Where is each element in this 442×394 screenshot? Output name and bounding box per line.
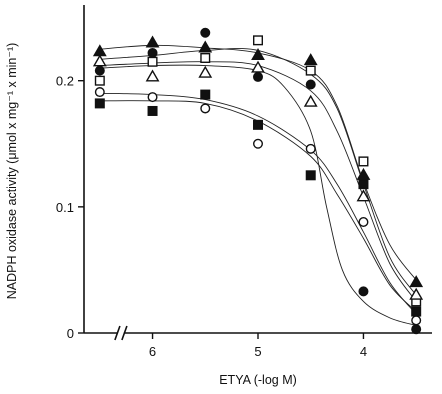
- filled-circle-point: [305, 79, 316, 90]
- x-axis-break-mark: [114, 325, 128, 341]
- x-tick-label: 4: [360, 344, 367, 359]
- open-circle-point: [411, 315, 422, 326]
- fit-curve-6: [99, 100, 417, 312]
- filled-square-point: [305, 170, 316, 181]
- open-triangle-point: [145, 69, 160, 82]
- filled-circle-point: [411, 324, 422, 335]
- filled-triangle-point: [198, 40, 213, 53]
- open-circle-point: [358, 216, 369, 227]
- open-square-point: [200, 52, 211, 63]
- open-circle-point: [147, 92, 158, 103]
- open-square-point: [94, 75, 105, 86]
- open-triangle-point: [409, 287, 424, 300]
- filled-circle-point: [147, 47, 158, 58]
- filled-triangle-point: [303, 53, 318, 66]
- y-tick-label: 0.1: [56, 200, 74, 215]
- filled-circle-point: [200, 27, 211, 38]
- filled-circle-point: [252, 71, 263, 82]
- filled-triangle-point: [92, 44, 107, 57]
- open-square-point: [147, 56, 158, 67]
- open-triangle-point: [303, 94, 318, 107]
- y-axis-title: NADPH oxidase activity (μmol x mg⁻¹ x mi…: [5, 43, 19, 300]
- open-square-point: [305, 65, 316, 76]
- filled-square-point: [147, 105, 158, 116]
- y-tick-label: 0: [67, 326, 74, 341]
- open-circle-point: [305, 143, 316, 154]
- filled-square-point: [358, 179, 369, 190]
- open-triangle-point: [92, 54, 107, 67]
- x-axis-title: ETYA (-log M): [219, 373, 297, 387]
- open-triangle-point: [356, 189, 371, 202]
- fit-curve-4: [99, 64, 417, 326]
- data-markers: [92, 27, 424, 335]
- open-triangle-point: [198, 65, 213, 78]
- filled-square-point: [200, 89, 211, 100]
- filled-circle-point: [358, 286, 369, 297]
- x-tick-label: 5: [254, 344, 261, 359]
- open-square-point: [358, 156, 369, 167]
- open-circle-point: [200, 103, 211, 114]
- filled-square-point: [411, 306, 422, 317]
- open-circle-point: [94, 87, 105, 98]
- fitted-curves: [99, 44, 417, 326]
- axes: [83, 5, 432, 341]
- open-square-point: [252, 35, 263, 46]
- filled-square-point: [94, 98, 105, 109]
- fit-curve-2: [99, 47, 417, 296]
- y-tick-label: 0.2: [56, 74, 74, 89]
- filled-triangle-point: [409, 275, 424, 288]
- filled-triangle-point: [145, 35, 160, 48]
- fit-curve-3: [99, 61, 417, 302]
- filled-circle-point: [94, 65, 105, 76]
- ticks: 0 0.1 0.2 6 5 4: [56, 74, 367, 359]
- open-circle-point: [252, 138, 263, 149]
- filled-square-point: [252, 119, 263, 130]
- x-tick-label: 6: [149, 344, 156, 359]
- filled-triangle-point: [251, 48, 265, 61]
